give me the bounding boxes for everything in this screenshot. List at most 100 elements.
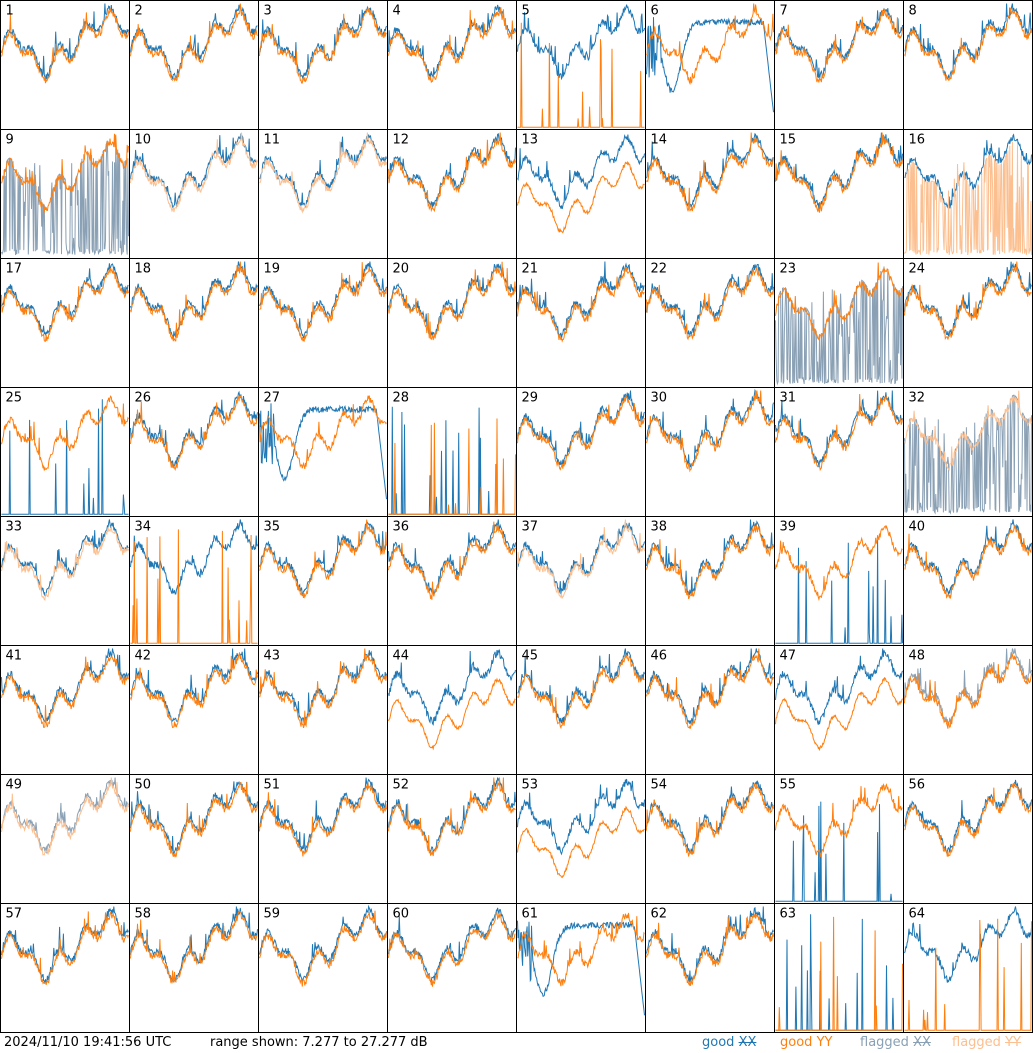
panel-15-yy-trace (775, 132, 903, 213)
panel-24-yy-trace (904, 261, 1032, 341)
panel-number: 7 (780, 4, 788, 19)
legend-flagged-xx-pol: XX (913, 1035, 931, 1050)
panel-frame (516, 0, 646, 130)
panel-36-yy-trace (388, 521, 516, 600)
panel-48-xx-trace (904, 648, 1032, 726)
panel-63-yy-trace (775, 916, 903, 1031)
panel-17-yy-trace (1, 267, 129, 342)
panel-number: 5 (522, 4, 530, 19)
panel-frame (645, 774, 775, 904)
panel-9: 9 (0, 129, 130, 259)
panel-number: 8 (909, 4, 917, 19)
panel-4: 4 (387, 0, 517, 130)
panel-frame (903, 774, 1033, 904)
panel-number: 18 (135, 262, 152, 277)
panel-35-yy-trace (259, 519, 387, 599)
panel-55: 55 (774, 774, 904, 904)
legend-good-yy: good YY (780, 1035, 832, 1050)
panel-frame (645, 129, 775, 259)
panel-51-xx-trace (259, 777, 387, 853)
panel-53-yy-trace (517, 805, 645, 879)
panel-number: 30 (651, 391, 668, 406)
panel-frame (258, 903, 388, 1033)
panel-frame (0, 258, 130, 388)
panel-8: 8 (903, 0, 1033, 130)
panel-20-xx-trace (388, 263, 516, 337)
panel-number: 25 (6, 391, 23, 406)
panel-number: 21 (522, 262, 539, 277)
panel-59: 59 (258, 903, 388, 1033)
panel-22-yy-trace (646, 266, 774, 341)
panel-frame (516, 774, 646, 904)
panel-frame (258, 774, 388, 904)
panel-56: 56 (903, 774, 1033, 904)
panel-number: 14 (651, 133, 668, 148)
panel-53-xx-trace (517, 778, 645, 856)
panel-64-yy-trace (904, 918, 1032, 1031)
panel-number: 15 (780, 133, 797, 148)
panel-28: 28 (387, 387, 517, 517)
panel-frame (387, 129, 517, 259)
panel-number: 24 (909, 262, 926, 277)
panel-frame (258, 645, 388, 775)
panel-30-xx-trace (646, 388, 774, 468)
panel-frame (645, 516, 775, 646)
panel-number: 63 (780, 907, 797, 922)
panel-frame (258, 516, 388, 646)
legend-flagged-xx: flagged XX (860, 1035, 931, 1050)
panel-number: 56 (909, 778, 926, 793)
panel-frame (387, 516, 517, 646)
legend-flagged-yy: flagged YY (952, 1035, 1021, 1050)
panel-number: 41 (6, 649, 23, 664)
legend-flagged-yy-pol: YY (1005, 1035, 1021, 1050)
panel-frame (387, 903, 517, 1033)
panel-32: 32 (903, 387, 1033, 517)
panel-frame (258, 258, 388, 388)
panel-5: 5 (516, 0, 646, 130)
panel-38: 38 (645, 516, 775, 646)
panel-25: 25 (0, 387, 130, 517)
panel-20: 20 (387, 258, 517, 388)
panel-frame (516, 258, 646, 388)
legend-good-yy-word: good (780, 1035, 813, 1050)
panel-27-xx-trace (259, 403, 387, 500)
panel-12: 12 (387, 129, 517, 259)
panel-7-yy-trace (775, 8, 903, 83)
panel-52: 52 (387, 774, 517, 904)
panel-63: 63 (774, 903, 904, 1033)
panel-number: 1 (6, 4, 14, 19)
panel-frame (645, 645, 775, 775)
panel-30-yy-trace (646, 390, 774, 473)
panel-54-yy-trace (646, 782, 774, 857)
panel-number: 45 (522, 649, 539, 664)
panel-19: 19 (258, 258, 388, 388)
panel-11-yy-trace (259, 132, 387, 214)
panel-frame (0, 645, 130, 775)
panel-24: 24 (903, 258, 1033, 388)
panel-40: 40 (903, 516, 1033, 646)
panel-frame (645, 258, 775, 388)
panel-35: 35 (258, 516, 388, 646)
panel-58-yy-trace (130, 910, 258, 984)
panel-frame (0, 0, 130, 130)
panel-27-yy-trace (259, 395, 387, 470)
panel-frame (0, 516, 130, 646)
panel-7: 7 (774, 0, 904, 130)
panel-frame (387, 387, 517, 517)
panel-54: 54 (645, 774, 775, 904)
panel-9-yy-trace (1, 133, 129, 213)
panel-56-yy-trace (904, 782, 1032, 857)
panel-number: 62 (651, 907, 668, 922)
panel-29: 29 (516, 387, 646, 517)
panel-number: 54 (651, 778, 668, 793)
panel-62-xx-trace (646, 906, 774, 984)
panel-frame (0, 774, 130, 904)
panel-16: 16 (903, 129, 1033, 259)
panel-22: 22 (645, 258, 775, 388)
panel-frame (258, 129, 388, 259)
panel-46: 46 (645, 645, 775, 775)
panel-3-yy-trace (259, 6, 387, 84)
panel-32-xx-trace (904, 394, 1032, 515)
panel-61: 61 (516, 903, 646, 1033)
panel-42-yy-trace (130, 652, 258, 729)
